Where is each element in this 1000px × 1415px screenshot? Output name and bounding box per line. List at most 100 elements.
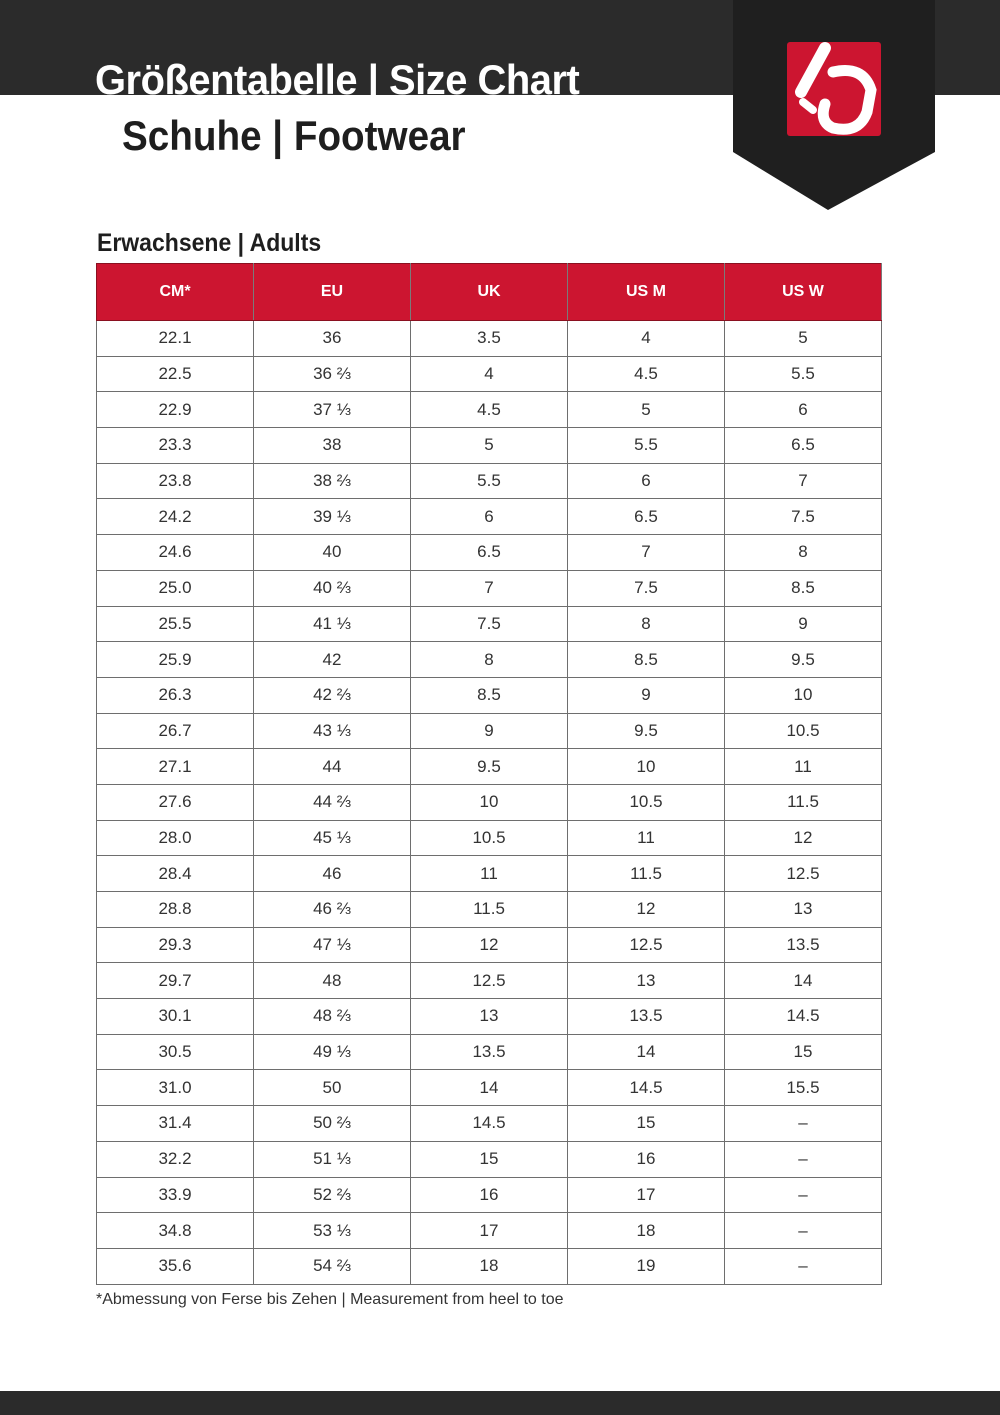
- cell-uk: 5: [410, 427, 568, 464]
- cell-us-m: 6.5: [567, 498, 725, 536]
- cell-eu: 42 ⅔: [253, 676, 411, 714]
- cell-cm: 25.5: [96, 605, 254, 643]
- cell-us-m: 15: [567, 1105, 725, 1142]
- cell-cm: 25.9: [96, 641, 254, 678]
- cell-eu: 48: [253, 962, 411, 1000]
- table-row: 34.8 53 ⅓ 17 18–: [96, 1212, 882, 1249]
- cell-uk: 8.5: [410, 676, 568, 714]
- cell-uk: 11.5: [410, 891, 568, 928]
- cell-uk: 15: [410, 1140, 568, 1178]
- table-row: 26.3 42 ⅔ 8.5 9 10: [96, 676, 882, 714]
- cell-cm: 30.5: [96, 1033, 254, 1071]
- cell-cm: 22.5: [96, 355, 254, 393]
- cell-us-m: 8: [567, 605, 725, 643]
- cell-cm: 29.3: [96, 926, 254, 964]
- column-header-us-w: US W: [724, 263, 882, 321]
- table-row: 22.5 36 ⅔ 4 4.5 5.5: [96, 355, 882, 393]
- table-row: 30.1 48 ⅔ 13 13.5 14.5: [96, 998, 882, 1035]
- cell-eu: 50: [253, 1069, 411, 1107]
- cell-cm: 28.4: [96, 855, 254, 892]
- cell-uk: 10: [410, 783, 568, 821]
- cell-cm: 29.7: [96, 962, 254, 1000]
- table-header-row: CM* EU UK US M US W: [96, 263, 882, 321]
- cell-us-w: 11.5: [724, 783, 882, 821]
- table-row: 28.0 45 ⅓ 10.5 11 12: [96, 819, 882, 857]
- table-row: 24.6 40 6.5 7 8: [96, 534, 882, 571]
- cell-us-w: 15: [724, 1033, 882, 1071]
- cell-us-m: 12.5: [567, 926, 725, 964]
- cell-cm: 26.7: [96, 712, 254, 750]
- page-subtitle: Schuhe | Footwear: [122, 112, 466, 159]
- table-row: 33.9 52 ⅔ 16 17–: [96, 1176, 882, 1214]
- cell-uk: 5.5: [410, 462, 568, 500]
- cell-us-m: 11: [567, 819, 725, 857]
- cell-us-m: 7.5: [567, 569, 725, 607]
- cell-us-w: 11: [724, 748, 882, 785]
- cell-us-w: –: [724, 1176, 882, 1214]
- cell-us-m: 13: [567, 962, 725, 1000]
- cell-us-w: 12: [724, 819, 882, 857]
- cell-us-m: 19: [567, 1247, 725, 1285]
- table-row: 22.1 36 3.5 4 5: [96, 320, 882, 357]
- cell-us-m: 7: [567, 534, 725, 571]
- section-title: Erwachsene | Adults: [97, 229, 322, 257]
- cell-us-m: 4: [567, 320, 725, 357]
- cell-eu: 54 ⅔: [253, 1247, 411, 1285]
- cell-eu: 39 ⅓: [253, 498, 411, 536]
- cell-eu: 49 ⅓: [253, 1033, 411, 1071]
- table-row: 30.5 49 ⅓ 13.5 14 15: [96, 1033, 882, 1071]
- cell-us-m: 9.5: [567, 712, 725, 750]
- cell-uk: 14: [410, 1069, 568, 1107]
- footnote: *Abmessung von Ferse bis Zehen | Measure…: [96, 1291, 564, 1308]
- cell-uk: 12.5: [410, 962, 568, 1000]
- table-row: 28.4 46 11 11.5 12.5: [96, 855, 882, 892]
- table-row: 23.3 38 5 5.5 6.5: [96, 427, 882, 464]
- table-row: 32.2 51 ⅓ 15 16–: [96, 1140, 882, 1178]
- cell-eu: 36: [253, 320, 411, 357]
- cell-uk: 9: [410, 712, 568, 750]
- cell-cm: 35.6: [96, 1247, 254, 1285]
- cell-cm: 31.4: [96, 1105, 254, 1142]
- cell-uk: 4: [410, 355, 568, 393]
- brand-logo-icon: [733, 0, 935, 210]
- cell-cm: 34.8: [96, 1212, 254, 1249]
- column-header-cm: CM*: [96, 263, 254, 321]
- cell-eu: 44 ⅔: [253, 783, 411, 821]
- cell-eu: 36 ⅔: [253, 355, 411, 393]
- cell-us-w: 12.5: [724, 855, 882, 892]
- cell-us-w: 15.5: [724, 1069, 882, 1107]
- table-body: 22.1 36 3.5 4 5 22.5 36 ⅔ 4 4.5 5.5 22.9 37 ⅓ 4.5 5 6 2…: [96, 320, 882, 1285]
- cell-us-w: 9.5: [724, 641, 882, 678]
- table-row: 27.1 44 9.5 10 11: [96, 748, 882, 785]
- page-title: Größentabelle | Size Chart: [95, 56, 580, 96]
- cell-uk: 13.5: [410, 1033, 568, 1071]
- cell-eu: 46 ⅔: [253, 891, 411, 928]
- cell-uk: 12: [410, 926, 568, 964]
- cell-uk: 17: [410, 1212, 568, 1249]
- cell-us-w: 13.5: [724, 926, 882, 964]
- cell-us-m: 18: [567, 1212, 725, 1249]
- cell-eu: 52 ⅔: [253, 1176, 411, 1214]
- cell-cm: 23.3: [96, 427, 254, 464]
- cell-uk: 3.5: [410, 320, 568, 357]
- cell-us-w: 6.5: [724, 427, 882, 464]
- cell-eu: 53 ⅓: [253, 1212, 411, 1249]
- table-row: 29.3 47 ⅓ 12 12.5 13.5: [96, 926, 882, 964]
- cell-uk: 8: [410, 641, 568, 678]
- cell-us-w: 13: [724, 891, 882, 928]
- table-row: 29.7 48 12.5 13 14: [96, 962, 882, 1000]
- cell-cm: 24.6: [96, 534, 254, 571]
- cell-eu: 51 ⅓: [253, 1140, 411, 1178]
- cell-eu: 38 ⅔: [253, 462, 411, 500]
- cell-us-m: 4.5: [567, 355, 725, 393]
- table-row: 23.8 38 ⅔ 5.5 6 7: [96, 462, 882, 500]
- cell-eu: 37 ⅓: [253, 391, 411, 429]
- cell-eu: 47 ⅓: [253, 926, 411, 964]
- table-row: 31.0 50 14 14.5 15.5: [96, 1069, 882, 1107]
- cell-eu: 42: [253, 641, 411, 678]
- cell-us-w: 9: [724, 605, 882, 643]
- cell-cm: 31.0: [96, 1069, 254, 1107]
- table-row: 27.6 44 ⅔ 10 10.5 11.5: [96, 783, 882, 821]
- cell-us-m: 10.5: [567, 783, 725, 821]
- cell-us-w: 5: [724, 320, 882, 357]
